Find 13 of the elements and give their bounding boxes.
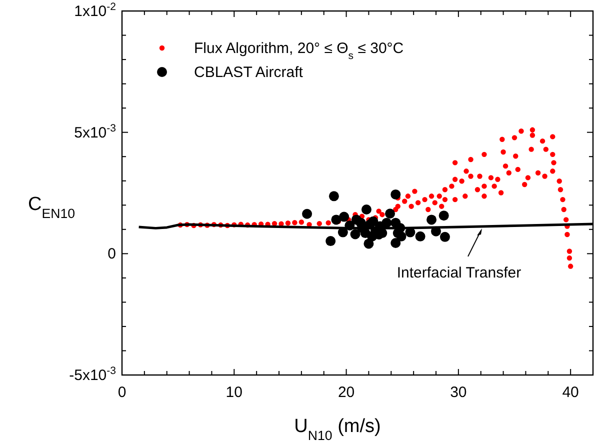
x-axis-title: U$_{N10}$ (m/s): [294, 416, 381, 442]
y-tick-label: -5x10$^{-3}$: [69, 365, 116, 384]
x-tick-label: 20: [338, 384, 355, 401]
x-tick-label: 30: [450, 384, 467, 401]
y-axis-title: C$_{EN10}$: [28, 194, 75, 220]
x-tick-label: 40: [562, 384, 579, 401]
text: Interfacial Transfer: [396, 264, 522, 282]
legend-label: CBLAST Aircraft: [194, 64, 304, 81]
x-tick-label: 10: [226, 384, 242, 401]
y-tick-label: 1x10$^{-2}$: [74, 1, 116, 20]
y-tick-label: 0: [108, 246, 116, 263]
legend-label: Flux Algorithm, 20° ≤ Θ$_{s}$ ≤ 30°C: [194, 40, 404, 62]
y-tick-label: 5x10$^{-3}$: [74, 122, 116, 142]
